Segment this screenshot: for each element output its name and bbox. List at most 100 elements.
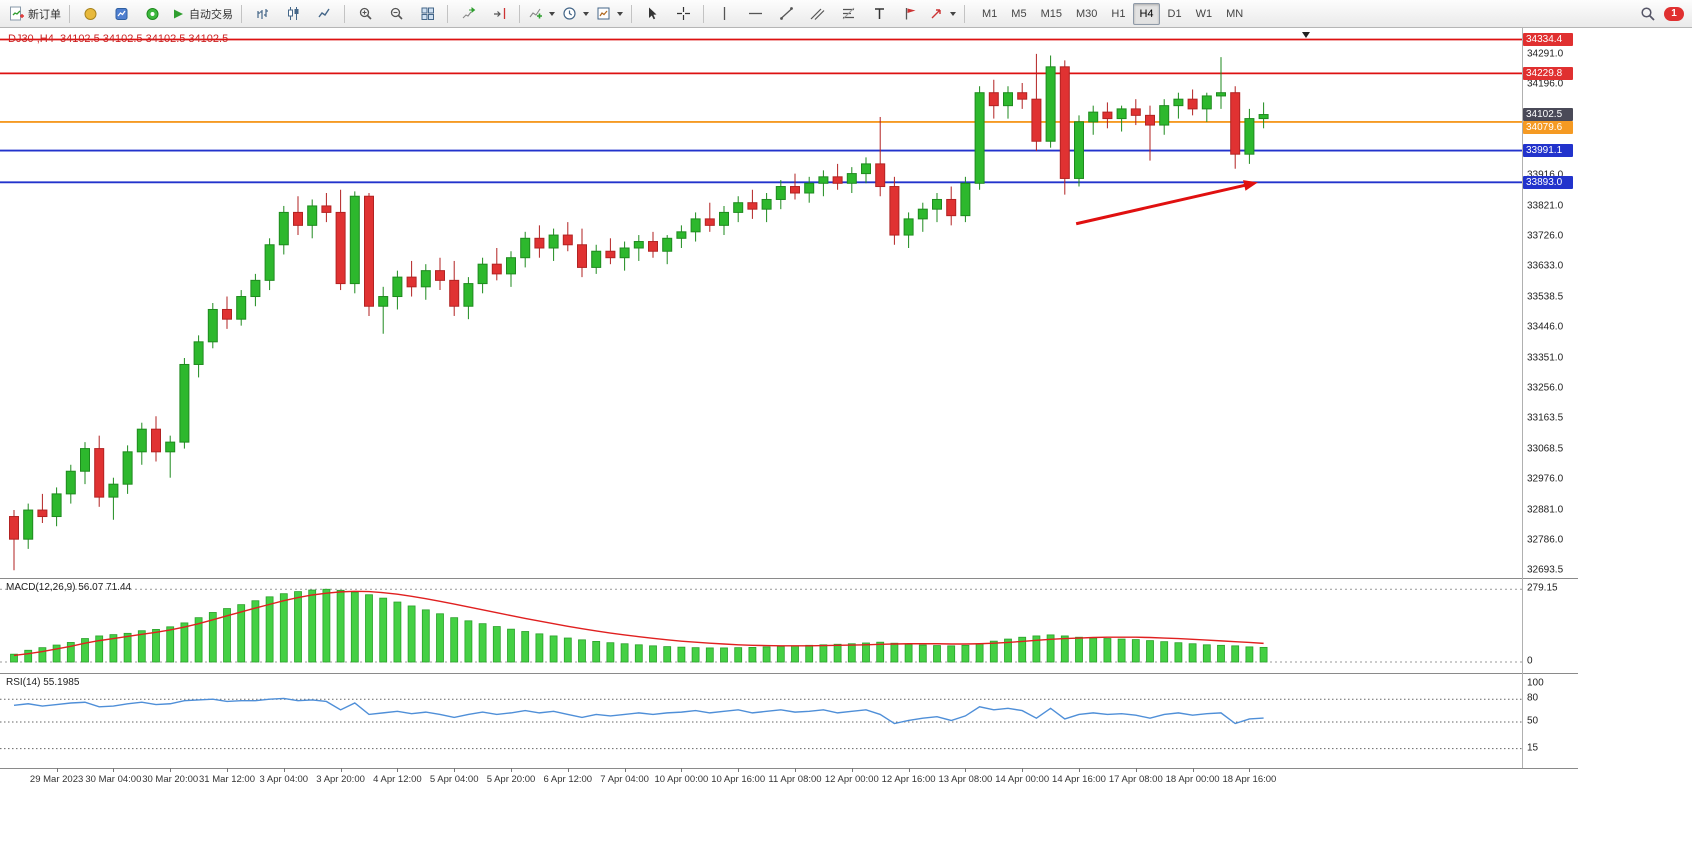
timeframe-button-w1[interactable]: W1 — [1195, 8, 1213, 20]
time-axis[interactable] — [0, 768, 1578, 790]
search-icon[interactable] — [1640, 6, 1656, 22]
timeframe-button-h4[interactable]: H4 — [1133, 2, 1160, 25]
time-axis-tick — [1249, 768, 1251, 772]
cursor-button[interactable] — [637, 3, 667, 25]
indicators-button[interactable] — [525, 3, 558, 25]
candle-body — [420, 270, 431, 288]
macd-bar — [450, 617, 459, 663]
candle-body — [761, 198, 772, 210]
price-axis-label: 33256.0 — [1527, 382, 1564, 394]
macd-bar — [10, 653, 18, 663]
auto-scroll-button[interactable] — [453, 3, 483, 25]
zoom-out-button[interactable] — [381, 3, 411, 25]
trendline-tool-button[interactable] — [771, 3, 801, 25]
rsi-canvas[interactable] — [0, 674, 1578, 768]
candle-body — [349, 195, 360, 285]
macd-bar — [791, 645, 799, 663]
candle-body — [264, 244, 275, 281]
candle-body — [193, 341, 204, 365]
periods-button[interactable] — [559, 3, 592, 25]
macd-bar — [975, 643, 984, 663]
zoom-in-button[interactable] — [350, 3, 380, 25]
macd-bar — [308, 589, 317, 663]
label-tool-button[interactable] — [895, 3, 925, 25]
rsi-axis-label: 50 — [1527, 715, 1539, 727]
toolbar-separator — [964, 4, 965, 23]
candle-body — [591, 250, 602, 268]
time-axis-tick — [624, 768, 626, 772]
toolbar-separator — [344, 4, 345, 23]
macd-indicator-pane[interactable]: MACD(12,26,9) 56.07 71.44 — [0, 578, 1578, 673]
profile-button[interactable] — [106, 3, 136, 25]
channel-tool-button[interactable] — [802, 3, 832, 25]
candle-body — [1017, 92, 1028, 100]
time-axis-label: 10 Apr 16:00 — [711, 774, 766, 785]
macd-bar — [904, 643, 913, 663]
price-axis-label: 34196.0 — [1527, 78, 1564, 90]
crosshair-icon — [676, 7, 690, 20]
tile-windows-button[interactable] — [412, 3, 442, 25]
timeframe-button-h1[interactable]: H1 — [1111, 8, 1126, 20]
line-chart-button[interactable] — [309, 3, 339, 25]
candle-body — [1173, 98, 1184, 107]
main-chart-canvas[interactable] — [0, 28, 1578, 578]
time-axis-label: 5 Apr 04:00 — [429, 774, 479, 785]
candle-body — [1130, 108, 1141, 116]
horizontal-line-tool-button[interactable] — [740, 3, 770, 25]
timeframe-button-mn[interactable]: MN — [1226, 8, 1244, 20]
macd-canvas[interactable] — [0, 579, 1578, 673]
timeframe-button-m1[interactable]: M1 — [982, 8, 998, 20]
price-axis-label: 33633.0 — [1527, 260, 1564, 272]
rsi-label: RSI(14) 55.1985 — [6, 677, 80, 688]
vertical-line-tool-button[interactable] — [709, 3, 739, 25]
chart-shift-button[interactable] — [484, 3, 514, 25]
price-badge: 34102.5 — [1523, 108, 1573, 122]
macd-bar — [407, 605, 416, 663]
price-axis-label: 33821.0 — [1527, 200, 1564, 212]
timeframe-button-m5[interactable]: M5 — [1011, 8, 1027, 20]
chart-window: DJ30 ,H4 34102.5 34102.5 34102.5 34102.5… — [0, 28, 1578, 790]
auto-trading-button[interactable]: 自动交易 — [168, 3, 236, 25]
templates-button[interactable] — [593, 3, 626, 25]
metaeditor-button[interactable] — [75, 3, 105, 25]
fibonacci-tool-button[interactable] — [833, 3, 863, 25]
candle-body — [946, 198, 957, 217]
macd-bar — [819, 644, 828, 663]
macd-bar — [237, 604, 246, 663]
toolbar-separator — [241, 4, 242, 23]
candle-body — [37, 509, 48, 518]
candle-body — [23, 509, 34, 540]
candle-body — [179, 363, 190, 443]
timeframe-button-m15[interactable]: M15 — [1040, 8, 1062, 20]
rsi-indicator-pane[interactable]: RSI(14) 55.1985 — [0, 673, 1578, 768]
timeframe-button-d1[interactable]: D1 — [1167, 8, 1182, 20]
candlestick-chart-button[interactable] — [278, 3, 308, 25]
time-axis-label: 6 Apr 12:00 — [543, 774, 593, 785]
candle-body — [1003, 92, 1013, 107]
macd-bar — [833, 643, 842, 663]
macd-histogram — [10, 588, 1268, 663]
time-axis-label: 30 Mar 04:00 — [85, 774, 142, 785]
candle-body — [321, 205, 332, 213]
candle-body — [932, 198, 942, 210]
notification-badge[interactable]: 1 — [1664, 6, 1684, 21]
price-chart-pane[interactable]: DJ30 ,H4 34102.5 34102.5 34102.5 34102.5 — [0, 28, 1578, 578]
macd-bar — [592, 641, 601, 663]
bar-chart-button[interactable] — [247, 3, 277, 25]
candle-body — [974, 92, 985, 184]
text-tool-button[interactable] — [864, 3, 894, 25]
candle-body — [889, 186, 900, 236]
chart-dropdown-arrow[interactable] — [1302, 32, 1310, 38]
timeframe-button-m30[interactable]: M30 — [1075, 8, 1098, 20]
annotation-arrow-line[interactable] — [1075, 183, 1249, 226]
candle-body — [94, 448, 105, 498]
time-axis-tick — [511, 768, 512, 772]
macd-bar — [166, 626, 175, 663]
candle-body — [278, 211, 289, 246]
time-axis-tick — [1079, 768, 1080, 772]
navigator-button[interactable] — [137, 3, 167, 25]
crosshair-button[interactable] — [668, 3, 698, 25]
new-order-button[interactable]: 新订单 — [6, 3, 64, 25]
time-axis-label: 7 Apr 04:00 — [600, 774, 649, 785]
shapes-tool-button[interactable] — [926, 3, 959, 25]
